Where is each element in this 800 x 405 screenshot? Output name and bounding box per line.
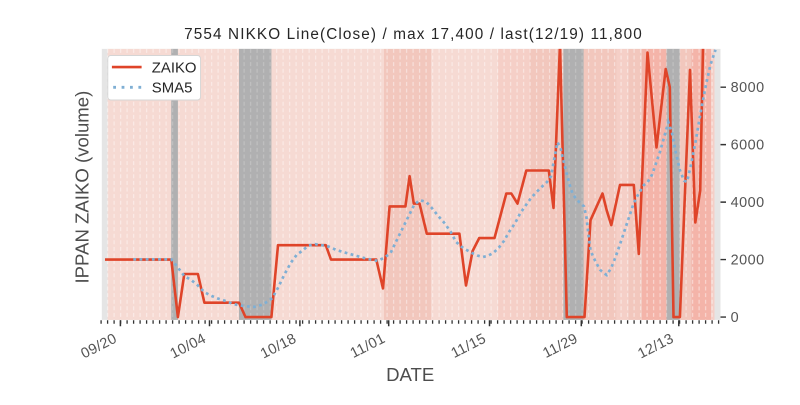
svg-text:11/01: 11/01 [348,331,388,362]
svg-text:IPPAN ZAIKO (volume): IPPAN ZAIKO (volume) [72,91,93,284]
svg-text:12/13: 12/13 [635,331,676,363]
svg-text:11/15: 11/15 [449,331,489,362]
svg-text:4000: 4000 [731,195,765,211]
svg-text:7554 NIKKO Line(Close) / max 1: 7554 NIKKO Line(Close) / max 17,400 / la… [184,26,643,43]
svg-text:09/20: 09/20 [79,331,120,363]
svg-text:0: 0 [731,310,740,326]
svg-text:SMA5: SMA5 [152,81,193,97]
svg-text:2000: 2000 [731,253,765,269]
svg-text:10/18: 10/18 [258,331,299,363]
svg-text:11/29: 11/29 [540,331,580,362]
svg-text:6000: 6000 [731,138,765,154]
svg-text:8000: 8000 [731,80,765,96]
svg-text:DATE: DATE [386,364,434,385]
svg-text:10/04: 10/04 [168,331,209,363]
svg-text:ZAIKO: ZAIKO [152,60,197,76]
